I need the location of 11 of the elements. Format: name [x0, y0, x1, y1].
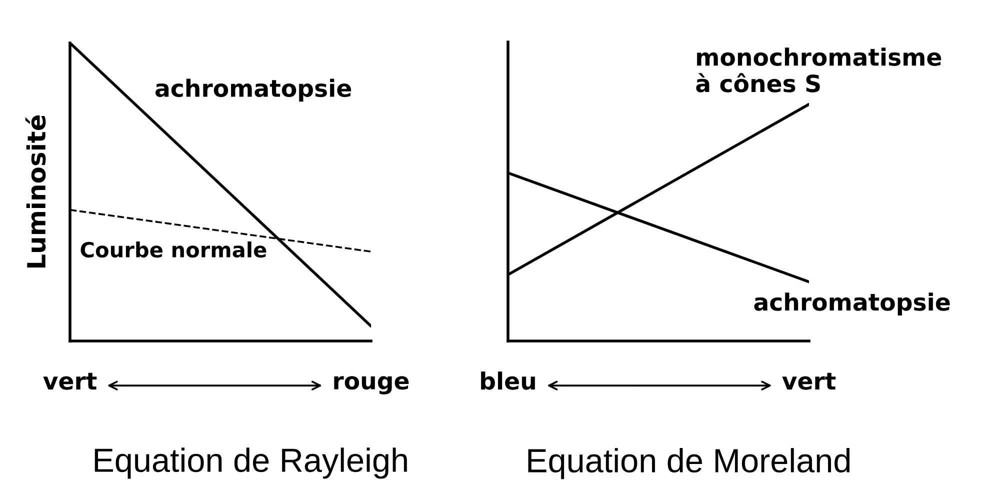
series-label: achromatopsie [754, 292, 950, 316]
x-tick-label: vert [782, 372, 836, 390]
series-label: Courbe normale [80, 241, 266, 258]
x-tick-label: rouge [334, 376, 409, 394]
y-axis-title: Luminosité [25, 115, 46, 268]
text: Equation de Moreland [528, 448, 850, 480]
text: Equation de Rayleigh [94, 448, 407, 479]
series-label: achromatopsie [155, 78, 352, 102]
series-label: monochromatisme à cônes S [696, 48, 942, 92]
x-tick-label: vert [43, 372, 97, 390]
x-tick-label: bleu [481, 372, 535, 390]
